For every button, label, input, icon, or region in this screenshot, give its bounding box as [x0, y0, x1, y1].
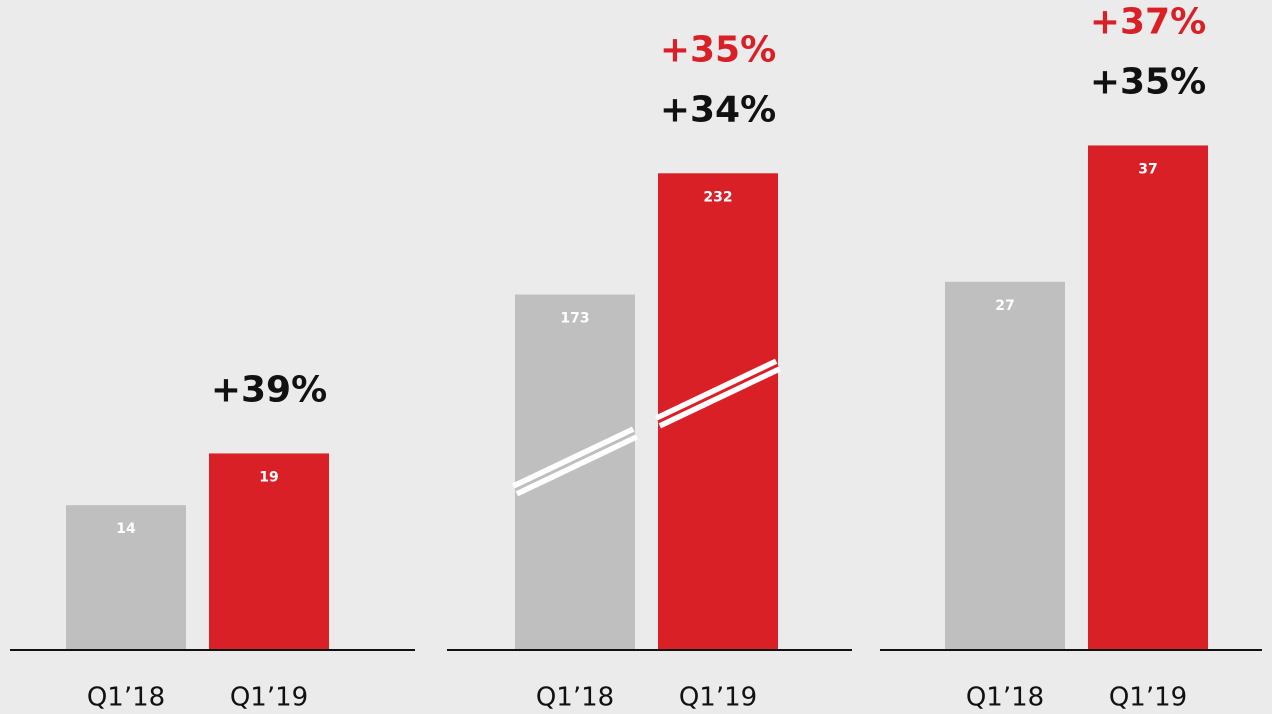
- annotation: +39%: [211, 369, 327, 410]
- bar: [945, 281, 1065, 650]
- x-tick-label: Q1’18: [536, 683, 614, 713]
- value-label: 37: [1138, 161, 1157, 177]
- x-tick-label: Q1’18: [87, 683, 165, 713]
- x-tick-label: Q1’19: [1109, 683, 1187, 713]
- x-tick-label: Q1’19: [230, 683, 308, 713]
- axis-break: [657, 363, 779, 424]
- bar: [515, 294, 635, 650]
- value-label: 232: [703, 189, 732, 205]
- x-tick-label: Q1’18: [966, 683, 1044, 713]
- annotation: +34%: [660, 89, 776, 130]
- x-tick-label: Q1’19: [679, 683, 757, 713]
- value-label: 173: [560, 311, 589, 327]
- bar: [66, 505, 186, 650]
- annotation: +35%: [1090, 61, 1206, 102]
- bar: [1088, 145, 1208, 651]
- value-label: 19: [259, 469, 278, 485]
- value-label: 14: [116, 521, 136, 537]
- value-label: 27: [995, 298, 1014, 314]
- bar: [209, 453, 329, 650]
- annotation: +37%: [1090, 1, 1206, 42]
- axis-break: [514, 431, 636, 492]
- annotation: +35%: [660, 29, 776, 70]
